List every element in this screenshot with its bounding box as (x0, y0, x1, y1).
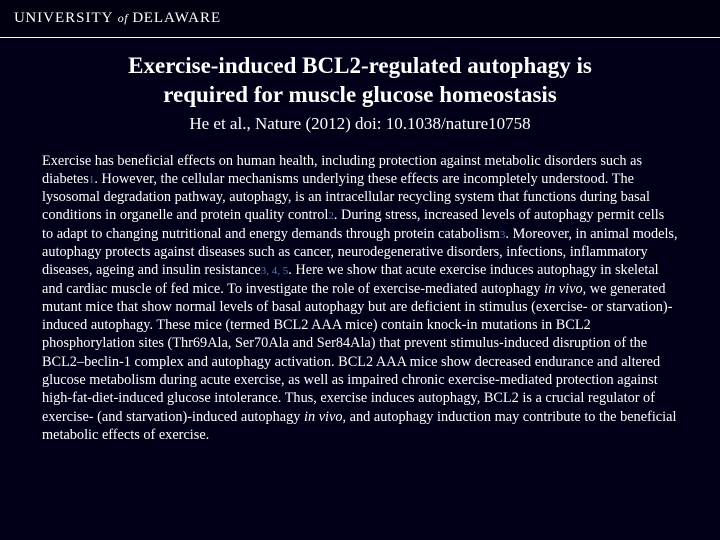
title-line-2: required for muscle glucose homeostasis (163, 82, 557, 107)
title-line-1: Exercise-induced BCL2-regulated autophag… (128, 53, 592, 78)
university-header: UNIVERSITY of DELAWARE (0, 0, 720, 38)
abstract-text: Exercise has beneficial effects on human… (42, 152, 678, 445)
slide-content: Exercise-induced BCL2-regulated autophag… (0, 38, 720, 444)
citation-line: He et al., Nature (2012) doi: 10.1038/na… (42, 114, 678, 134)
slide-title: Exercise-induced BCL2-regulated autophag… (42, 52, 678, 110)
university-name: UNIVERSITY of DELAWARE (14, 10, 221, 27)
